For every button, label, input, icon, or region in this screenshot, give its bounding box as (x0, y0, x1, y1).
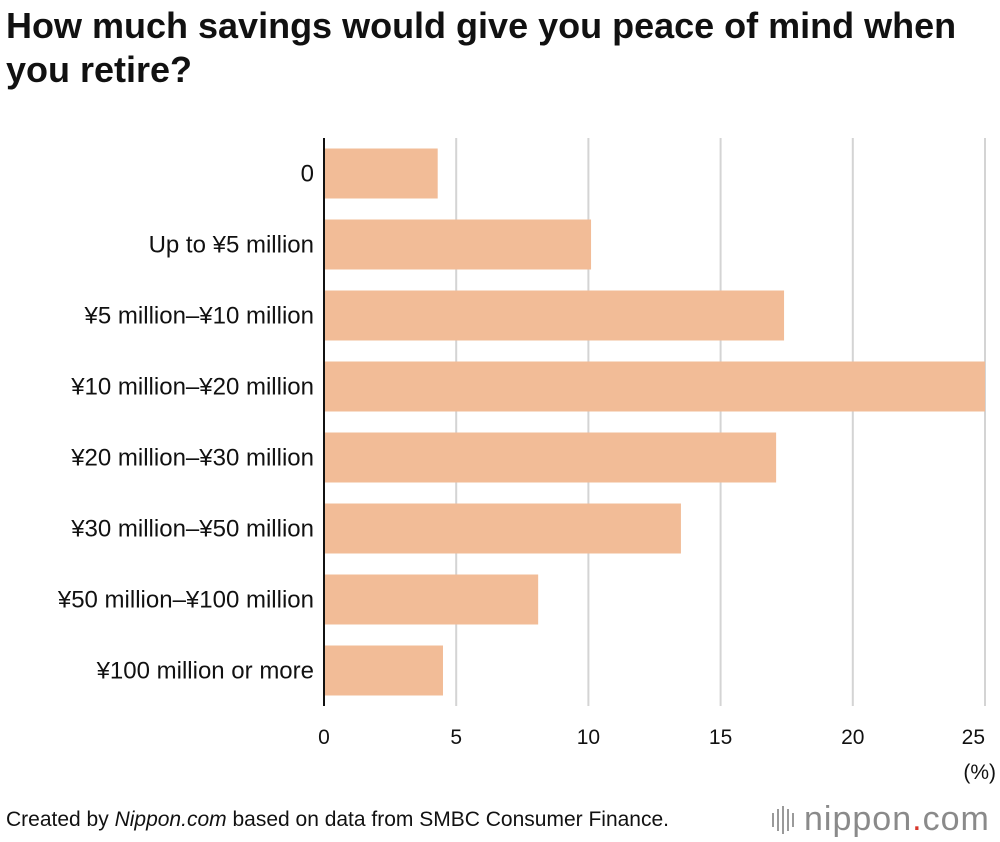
source-name: Nippon.com (114, 808, 227, 831)
category-label-2: ¥5 million–¥10 million (84, 303, 314, 330)
source-credit: Created by Nippon.com based on data from… (6, 808, 669, 832)
category-label-6: ¥50 million–¥100 million (57, 587, 314, 614)
bar-7 (324, 645, 443, 696)
category-label-0: 0 (301, 161, 314, 188)
category-label-1: Up to ¥5 million (149, 232, 314, 259)
bar-3 (324, 361, 985, 412)
bar-5 (324, 503, 681, 554)
category-labels: 0 Up to ¥5 million ¥5 million–¥10 million ¥… (57, 161, 314, 685)
bar-4 (324, 432, 777, 483)
bar-chart: 0 Up to ¥5 million ¥5 million–¥10 million ¥… (57, 138, 996, 784)
category-label-5: ¥30 million–¥50 million (70, 516, 314, 543)
category-label-7: ¥100 million or more (96, 658, 314, 685)
logo-dot: . (912, 800, 923, 838)
source-suffix: based on data from SMBC Consumer Finance… (226, 808, 669, 831)
bar-6 (324, 574, 539, 625)
logo-name: nippon (804, 800, 913, 838)
bar-0 (324, 148, 438, 199)
x-tick-label-0: 0 (318, 726, 330, 749)
source-prefix: Created by (6, 808, 115, 831)
x-axis-label: (%) (963, 761, 996, 784)
bars (324, 148, 985, 696)
logo-tld: com (922, 800, 990, 838)
logo-bars-icon (772, 805, 794, 834)
nippon-logo: nippon.com (772, 800, 990, 839)
category-label-4: ¥20 million–¥30 million (70, 445, 314, 472)
category-label-3: ¥10 million–¥20 million (70, 374, 314, 401)
chart-title: How much savings would give you peace of… (6, 5, 957, 90)
x-tick-label-15: 15 (709, 726, 732, 749)
x-tick-labels: 0 5 10 15 20 25 (318, 726, 985, 749)
x-tick-label-10: 10 (577, 726, 600, 749)
x-tick-label-5: 5 (450, 726, 462, 749)
bar-2 (324, 290, 785, 341)
x-tick-label-25: 25 (962, 726, 985, 749)
bar-1 (324, 219, 592, 270)
x-tick-label-20: 20 (841, 726, 864, 749)
logo-text: nippon.com (804, 800, 990, 839)
